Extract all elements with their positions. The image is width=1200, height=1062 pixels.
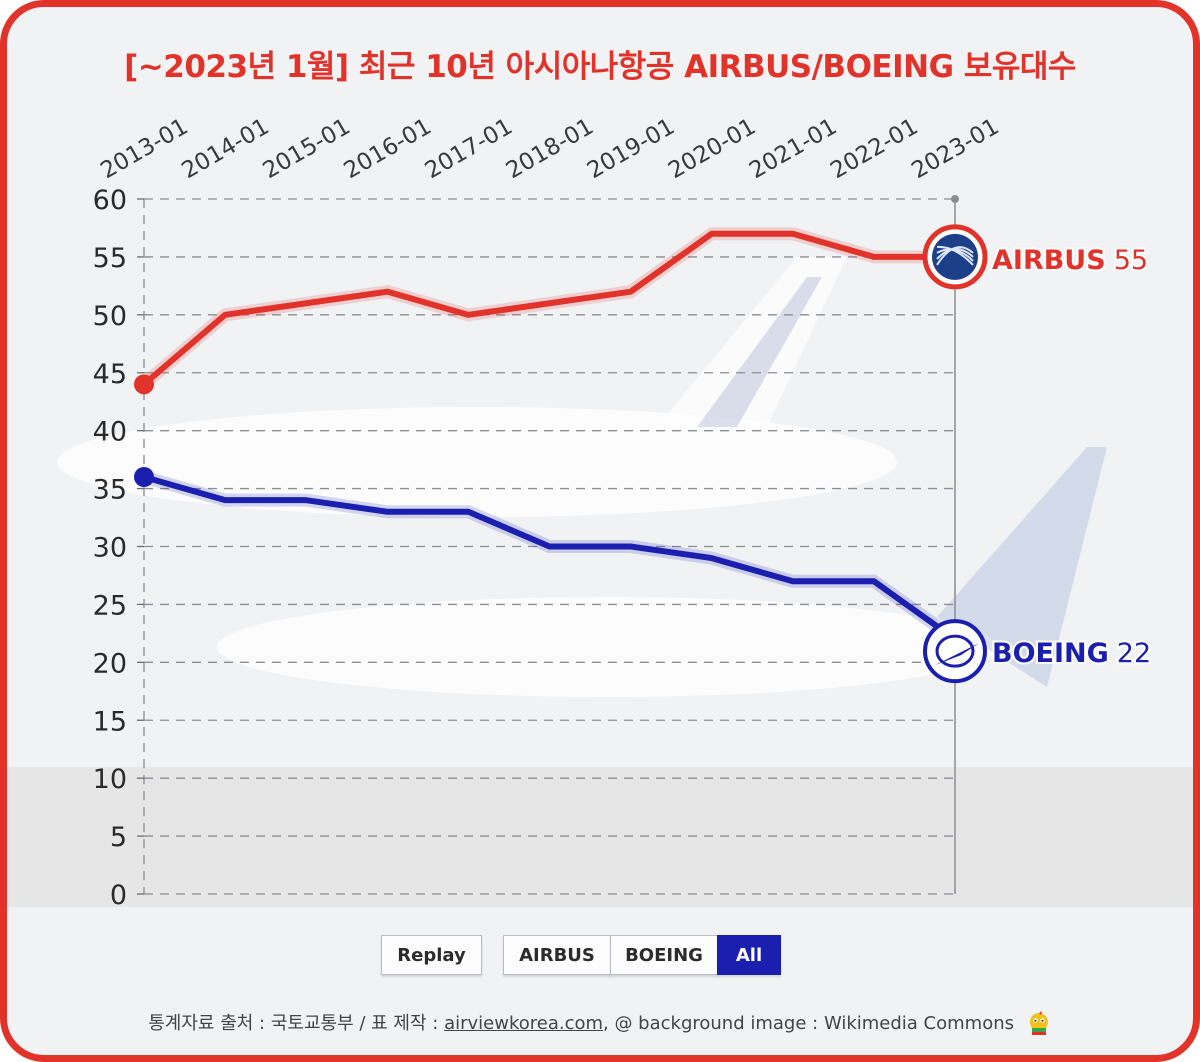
y-tick-label: 10 <box>93 764 127 795</box>
plane-bottom-tail <box>937 447 1107 687</box>
source-suffix: , @ background image : Wikimedia Commons <box>603 1013 1015 1034</box>
x-axis: 2013-012014-012015-012016-012017-012018-… <box>96 114 1003 185</box>
y-tick-label: 25 <box>93 590 127 621</box>
all-filter-button[interactable]: All <box>717 935 781 975</box>
x-tick-label: 2023-01 <box>907 114 1003 185</box>
boeing-logo-plane <box>935 643 979 666</box>
y-axis: 0 5 10 15 20 25 30 35 40 45 50 55 60 <box>93 185 144 911</box>
y-tick-label: 15 <box>93 706 127 737</box>
mascot-icon <box>1029 1011 1048 1035</box>
plane-bottom-fuselage <box>217 597 997 697</box>
airbus-logo-inner <box>932 233 978 280</box>
end-label-airbus: AIRBUS 55 <box>992 245 1148 276</box>
y-tick-label: 55 <box>93 243 127 274</box>
replay-button[interactable]: Replay <box>381 935 482 975</box>
y-tick-label: 45 <box>93 359 127 390</box>
boeing-filter-button[interactable]: BOEING <box>610 935 718 975</box>
y-tick-label: 20 <box>93 648 127 679</box>
y-tick-label: 5 <box>110 822 127 853</box>
plane-top-tail <box>657 257 847 427</box>
boeing-logo-icon <box>923 619 987 684</box>
end-labels: AIRBUS 55 BOEING 22 <box>922 224 1153 684</box>
source-prefix: 통계자료 출처 : 국토교통부 / 표 제작 : <box>148 1013 445 1034</box>
source-credit: 통계자료 출처 : 국토교통부 / 표 제작 : airviewkorea.co… <box>7 1009 1193 1037</box>
runway-shape <box>7 767 1193 907</box>
y-tick-label: 30 <box>93 533 127 564</box>
airbus-filter-button[interactable]: AIRBUS <box>503 935 611 975</box>
background-image <box>7 257 1193 907</box>
x-tick-label: 2020-01 <box>664 114 760 185</box>
chart-title: [~2023년 1월] 최근 10년 아시아나항공 AIRBUS/BOEING … <box>124 49 1076 85</box>
x-tick-label: 2016-01 <box>340 114 436 185</box>
x-tick-label: 2022-01 <box>826 114 922 185</box>
cursor-top-dot <box>951 195 959 203</box>
x-tick-label: 2021-01 <box>745 114 841 185</box>
x-tick-label: 2015-01 <box>259 114 355 185</box>
data-point-boeing <box>134 467 154 487</box>
y-tick-label: 35 <box>93 475 127 506</box>
data-point-airbus <box>134 374 154 395</box>
airbus-logo-stripe <box>936 245 974 266</box>
plane-top-fuselage <box>57 407 897 517</box>
y-tick-label: 60 <box>93 185 127 216</box>
end-label-boeing: BOEING 22 <box>992 638 1151 669</box>
series-layer <box>134 227 959 645</box>
x-tick-label: 2018-01 <box>502 114 598 185</box>
source-link[interactable]: airviewkorea.com <box>444 1013 604 1034</box>
x-tick-label: 2014-01 <box>177 114 273 185</box>
y-tick-label: 40 <box>93 417 127 448</box>
y-tick-label: 0 <box>110 880 127 911</box>
x-tick-label: 2017-01 <box>421 114 517 185</box>
boeing-logo-ring <box>935 634 975 668</box>
x-tick-label: 2019-01 <box>583 114 679 185</box>
x-tick-label: 2013-01 <box>96 114 192 185</box>
y-tick-label: 50 <box>93 301 127 332</box>
